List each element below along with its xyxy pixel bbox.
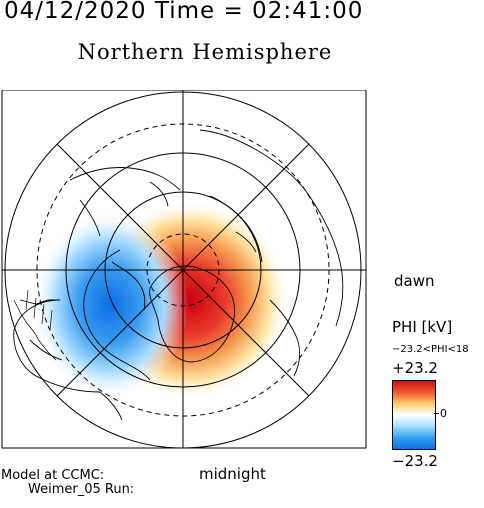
colorbar-min-label: −23.2 bbox=[392, 452, 438, 470]
colorbar-range-text: −23.2<PHI<18 bbox=[392, 344, 469, 355]
model-line-1: Model at CCMC: bbox=[1, 468, 105, 483]
colorbar-zero-label: 0 bbox=[440, 407, 447, 420]
polar-potential-map bbox=[1, 90, 367, 449]
midnight-label: midnight bbox=[199, 465, 266, 483]
colorbar bbox=[392, 380, 436, 450]
colorbar-max-label: +23.2 bbox=[392, 359, 438, 377]
potential-field bbox=[32, 200, 290, 400]
model-line-2: Weimer_05 Run: bbox=[28, 482, 135, 497]
canada-grid bbox=[13, 289, 57, 361]
colorbar-title: PHI [kV] bbox=[392, 318, 453, 336]
date-time-title: 04/12/2020 Time = 02:41:00 bbox=[4, 0, 364, 24]
coastlines bbox=[13, 129, 344, 421]
hemisphere-title: Northern Hemisphere bbox=[77, 40, 333, 64]
negative-potential-cell bbox=[32, 210, 188, 400]
colorbar-zero-tick bbox=[434, 413, 439, 414]
longitude-grid bbox=[2, 90, 366, 448]
dawn-label: dawn bbox=[394, 272, 435, 290]
